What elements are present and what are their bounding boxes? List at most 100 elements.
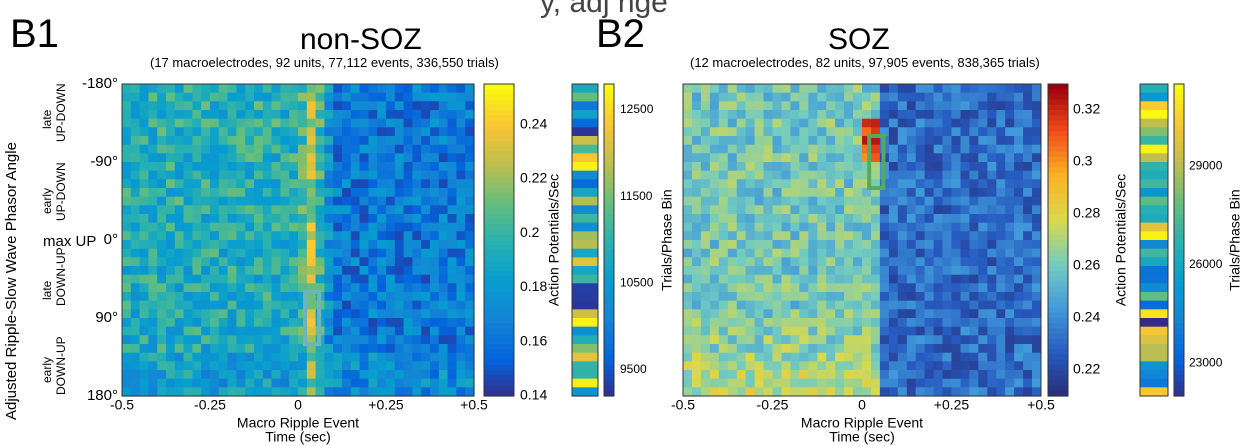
heatmap-cell	[844, 344, 854, 354]
heatmap-cell	[122, 370, 132, 380]
heatmap-cell	[808, 127, 818, 137]
heatmap-cell	[174, 352, 185, 362]
heatmap-cell	[844, 118, 854, 128]
heatmap-cell	[447, 292, 457, 302]
heatmap-cell	[227, 92, 237, 102]
heatmap-cell	[359, 257, 369, 267]
heatmap-cell	[430, 127, 440, 137]
heatmap-cell	[412, 361, 422, 371]
heatmap-cell	[122, 335, 132, 345]
heatmap-cell	[888, 274, 899, 284]
heatmap-cell	[906, 222, 917, 232]
heatmap-cell	[192, 231, 202, 241]
heatmap-cell	[368, 361, 378, 371]
heatmap-cell	[1005, 118, 1015, 128]
heatmap-cell	[456, 300, 466, 310]
heatmap-cell	[324, 335, 334, 345]
heatmap-cell	[262, 326, 273, 336]
heatmap-cell	[377, 144, 387, 154]
heatmap-cell	[192, 248, 202, 258]
heatmap-cell	[692, 231, 702, 241]
heatmap-cell	[817, 257, 827, 267]
heatmap-cell	[1023, 370, 1033, 380]
heatmap-cell	[692, 283, 702, 293]
heatmap-cell	[709, 309, 720, 319]
heatmap-cell	[826, 361, 836, 371]
heatmap-cell	[192, 222, 202, 232]
heatmap-cell	[969, 179, 979, 189]
heatmap-cell	[412, 110, 422, 120]
heatmap-cell	[835, 144, 845, 154]
b2-heatmap-frame	[682, 83, 1042, 397]
heatmap-cell	[835, 136, 845, 146]
heatmap-cell	[951, 84, 961, 94]
heatmap-cell	[692, 196, 702, 206]
heatmap-cell	[412, 344, 422, 354]
heatmap-cell	[456, 196, 466, 206]
heatmap-cell	[430, 162, 440, 172]
heatmap-cell	[781, 188, 791, 198]
heatmap-cell	[218, 136, 229, 146]
heatmap-cell	[736, 283, 747, 293]
heatmap-cell	[139, 387, 149, 397]
heatmap-cell	[987, 352, 997, 362]
heatmap-cell	[289, 344, 299, 354]
heatmap-cell	[951, 378, 961, 388]
heatmap-cell	[218, 352, 229, 362]
heatmap-cell	[745, 300, 756, 310]
heatmap-cell	[166, 101, 176, 111]
heatmap-cell	[157, 222, 167, 232]
trials-bin	[1140, 266, 1168, 276]
heatmap-cell	[122, 84, 132, 94]
heatmap-cell	[386, 222, 396, 232]
heatmap-cell	[130, 361, 141, 371]
heatmap-cell	[271, 205, 281, 215]
heatmap-cell	[790, 292, 800, 302]
heatmap-cell	[790, 127, 800, 137]
heatmap-cell	[412, 84, 422, 94]
heatmap-cell	[368, 110, 378, 120]
heatmap-cell	[210, 110, 220, 120]
heatmap-cell	[157, 370, 167, 380]
heatmap-cell	[465, 387, 475, 397]
heatmap-cell	[906, 205, 917, 215]
heatmap-cell	[430, 196, 440, 206]
heatmap-cell	[280, 118, 290, 128]
heatmap-cell	[1014, 231, 1024, 241]
heatmap-cell	[987, 92, 997, 102]
heatmap-cell	[438, 231, 449, 241]
heatmap-cell	[218, 292, 229, 302]
heatmap-cell	[754, 127, 765, 137]
heatmap-cell	[960, 179, 970, 189]
heatmap-cell	[157, 170, 167, 180]
heatmap-cell	[897, 196, 908, 206]
heatmap-cell	[412, 118, 422, 128]
heatmap-cell	[394, 118, 405, 128]
heatmap-cell	[924, 292, 935, 302]
heatmap-cell	[218, 387, 229, 397]
heatmap-cell	[915, 352, 926, 362]
colorbar-segment	[1048, 328, 1068, 335]
heatmap-cell	[192, 326, 202, 336]
heatmap-cell	[1023, 378, 1033, 388]
heatmap-cell	[692, 309, 702, 319]
heatmap-cell	[139, 318, 149, 328]
heatmap-cell	[403, 205, 413, 215]
heatmap-cell	[1014, 318, 1024, 328]
heatmap-cell	[844, 162, 854, 172]
heatmap-cell	[745, 127, 756, 137]
heatmap-cell	[763, 352, 773, 362]
trials-bin	[1140, 222, 1168, 232]
colorbar-segment	[484, 130, 514, 137]
heatmap-cell	[709, 344, 720, 354]
heatmap-cell	[727, 136, 738, 146]
heatmap-cell	[879, 205, 890, 215]
heatmap-cell	[736, 214, 747, 224]
colorbar-segment	[1048, 193, 1068, 199]
heatmap-cell	[183, 283, 193, 293]
heatmap-cell	[978, 170, 988, 180]
heatmap-cell	[271, 300, 281, 310]
heatmap-cell	[1032, 84, 1042, 94]
heatmap-cell	[430, 283, 440, 293]
heatmap-cell	[298, 110, 308, 120]
